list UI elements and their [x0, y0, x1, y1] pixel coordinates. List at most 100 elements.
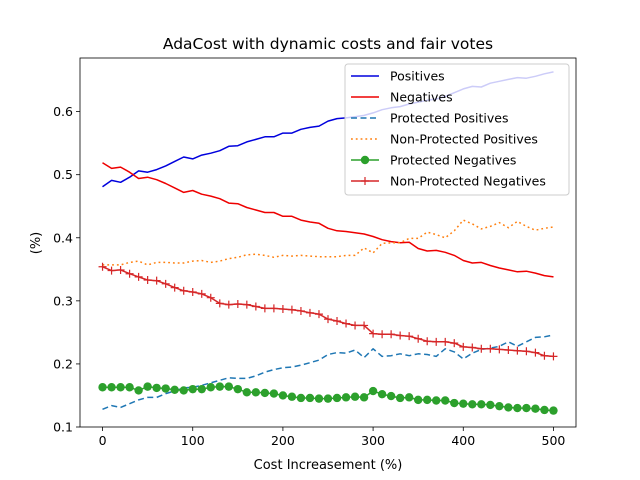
legend-label: Non-Protected Positives	[390, 132, 538, 147]
data-point	[540, 405, 549, 415]
data-point	[540, 351, 549, 360]
data-point	[215, 382, 224, 391]
data-point	[260, 304, 269, 313]
data-point	[522, 403, 531, 413]
data-point	[513, 403, 522, 413]
data-point	[233, 384, 243, 394]
data-point	[125, 269, 134, 278]
data-point	[342, 319, 351, 328]
data-point	[269, 389, 279, 398]
data-point	[179, 386, 188, 395]
data-point	[161, 279, 170, 288]
data-point	[477, 400, 486, 409]
data-point	[305, 308, 314, 317]
data-point	[495, 401, 504, 411]
y-tick-label: 0.2	[53, 356, 73, 371]
data-point	[143, 382, 152, 391]
series-4	[98, 382, 558, 415]
data-point	[360, 321, 369, 330]
x-tick-label: 0	[99, 433, 107, 448]
data-point	[396, 331, 405, 340]
data-point	[98, 262, 107, 271]
data-point	[134, 272, 143, 281]
axes: 0 100 200 300 400 500 0.1 0.2 0.3 0.4 0.5 0.6	[53, 57, 577, 448]
legend-marker	[360, 155, 370, 165]
data-point	[369, 329, 378, 338]
legend: Positives Negatives Protected Positives Non…	[344, 63, 570, 196]
data-point	[468, 400, 477, 409]
data-point	[161, 384, 170, 393]
data-point	[432, 396, 441, 405]
data-point	[215, 299, 224, 308]
legend-label: Positives	[390, 69, 445, 84]
data-point	[269, 304, 278, 313]
data-point	[332, 393, 342, 403]
x-tick-label: 400	[451, 433, 475, 448]
data-point	[314, 394, 324, 403]
data-point	[242, 300, 251, 309]
legend-label: Non-Protected Negatives	[390, 174, 546, 189]
data-point	[179, 286, 188, 295]
data-point	[287, 305, 296, 314]
x-tick-label: 500	[542, 433, 566, 448]
x-tick-label: 300	[361, 433, 385, 448]
data-point	[233, 300, 242, 308]
data-point	[432, 337, 441, 346]
y-tick-label: 0.3	[53, 293, 73, 308]
data-point	[152, 276, 161, 285]
data-point	[188, 384, 197, 394]
data-point	[395, 393, 405, 403]
data-point	[116, 383, 125, 392]
data-point	[359, 393, 369, 402]
data-point	[242, 388, 252, 397]
data-point	[387, 330, 396, 339]
data-point	[368, 386, 378, 396]
data-point	[206, 293, 215, 302]
data-point	[278, 391, 288, 400]
data-point	[549, 352, 558, 361]
axes-frame	[79, 57, 577, 428]
data-point	[513, 346, 522, 355]
x-axis-label: Cost Increasement (%)	[254, 458, 403, 473]
data-point	[486, 344, 495, 353]
data-point	[386, 391, 396, 401]
legend-label: Protected Negatives	[390, 153, 516, 168]
data-point	[116, 265, 125, 274]
data-point	[296, 306, 305, 315]
data-point	[341, 393, 351, 402]
data-point	[98, 383, 107, 392]
data-point	[323, 394, 333, 403]
data-point	[423, 395, 432, 405]
data-point	[405, 332, 414, 341]
x-tick-label: 200	[271, 433, 295, 448]
plot-area	[98, 71, 558, 415]
series-1	[102, 162, 554, 278]
data-point	[296, 393, 306, 403]
data-point	[404, 393, 414, 402]
data-point	[504, 403, 513, 412]
y-tick-label: 0.5	[53, 167, 73, 182]
data-point	[305, 393, 315, 403]
data-point	[549, 406, 558, 415]
data-point	[413, 395, 423, 405]
y-axis-label: (%)	[29, 232, 44, 255]
data-point	[441, 337, 450, 346]
series-5	[98, 262, 558, 361]
data-point	[333, 317, 342, 326]
legend-label: Negatives	[390, 90, 453, 105]
data-point	[495, 345, 504, 354]
data-point	[206, 383, 215, 392]
data-point	[423, 337, 432, 346]
data-point	[324, 315, 332, 324]
data-point	[188, 288, 197, 297]
data-point	[224, 300, 233, 309]
data-point	[197, 289, 206, 298]
data-point	[260, 388, 270, 398]
data-point	[477, 344, 486, 353]
data-point	[450, 398, 459, 408]
data-point	[224, 382, 233, 391]
legend-label: Protected Positives	[390, 111, 509, 126]
data-point	[278, 305, 287, 314]
legend-box	[344, 63, 570, 196]
